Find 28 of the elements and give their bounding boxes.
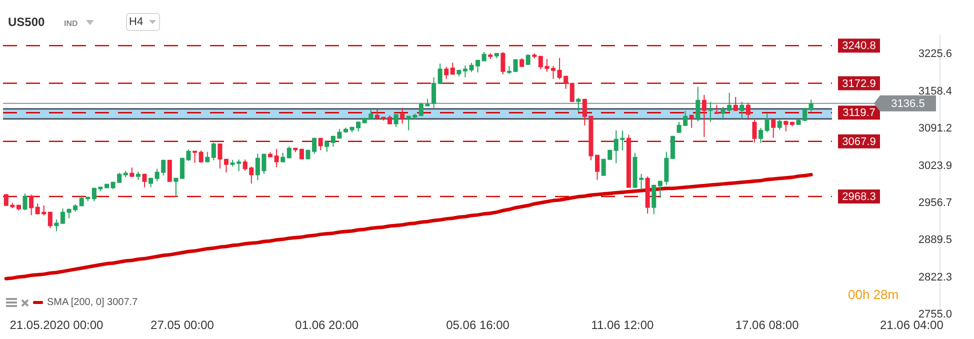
y-tick-label: 2956.7 <box>918 196 952 209</box>
chart-title: US500 <box>8 15 45 29</box>
x-tick-label: 21.06 04:00 <box>880 318 944 332</box>
legend-label: SMA [200, 0] 3007.7 <box>47 297 138 308</box>
y-tick-label: 3023.9 <box>918 160 952 172</box>
y-tick-label: 2889.5 <box>918 234 952 246</box>
ref-line-label: 3240.8 <box>842 40 876 52</box>
ref-line-label: 3067.9 <box>842 136 876 148</box>
y-tick-label: 2822.3 <box>918 271 952 284</box>
annotation: 00h 28m <box>848 287 899 302</box>
ref-line-label: 3172.9 <box>842 78 876 90</box>
chart-subtitle: IND <box>64 19 78 28</box>
candlestick <box>550 66 556 79</box>
y-tick-label: 3225.6 <box>918 48 952 60</box>
ref-line-label: 2968.3 <box>842 191 876 204</box>
y-tick-label: 3091.2 <box>918 122 952 134</box>
candlestick <box>708 102 713 122</box>
x-tick-label: 05.06 16:00 <box>446 318 510 332</box>
text: H4 <box>129 16 144 28</box>
x-tick-label: 27.05 00:00 <box>150 318 214 332</box>
x-tick-label: 01.06 20:00 <box>295 318 359 332</box>
x-tick-label: 17.06 08:00 <box>735 318 800 332</box>
x-tick-label: 11.06 12:00 <box>591 318 654 332</box>
y-tick-label: 2755.0 <box>918 308 952 321</box>
y-tick-label: 3158.4 <box>918 85 952 98</box>
ref-line-label: 3136.5 <box>891 98 925 110</box>
x-tick-label: 21.05.2020 00:00 <box>10 318 104 332</box>
ref-line-label: 3119.7 <box>842 107 876 120</box>
